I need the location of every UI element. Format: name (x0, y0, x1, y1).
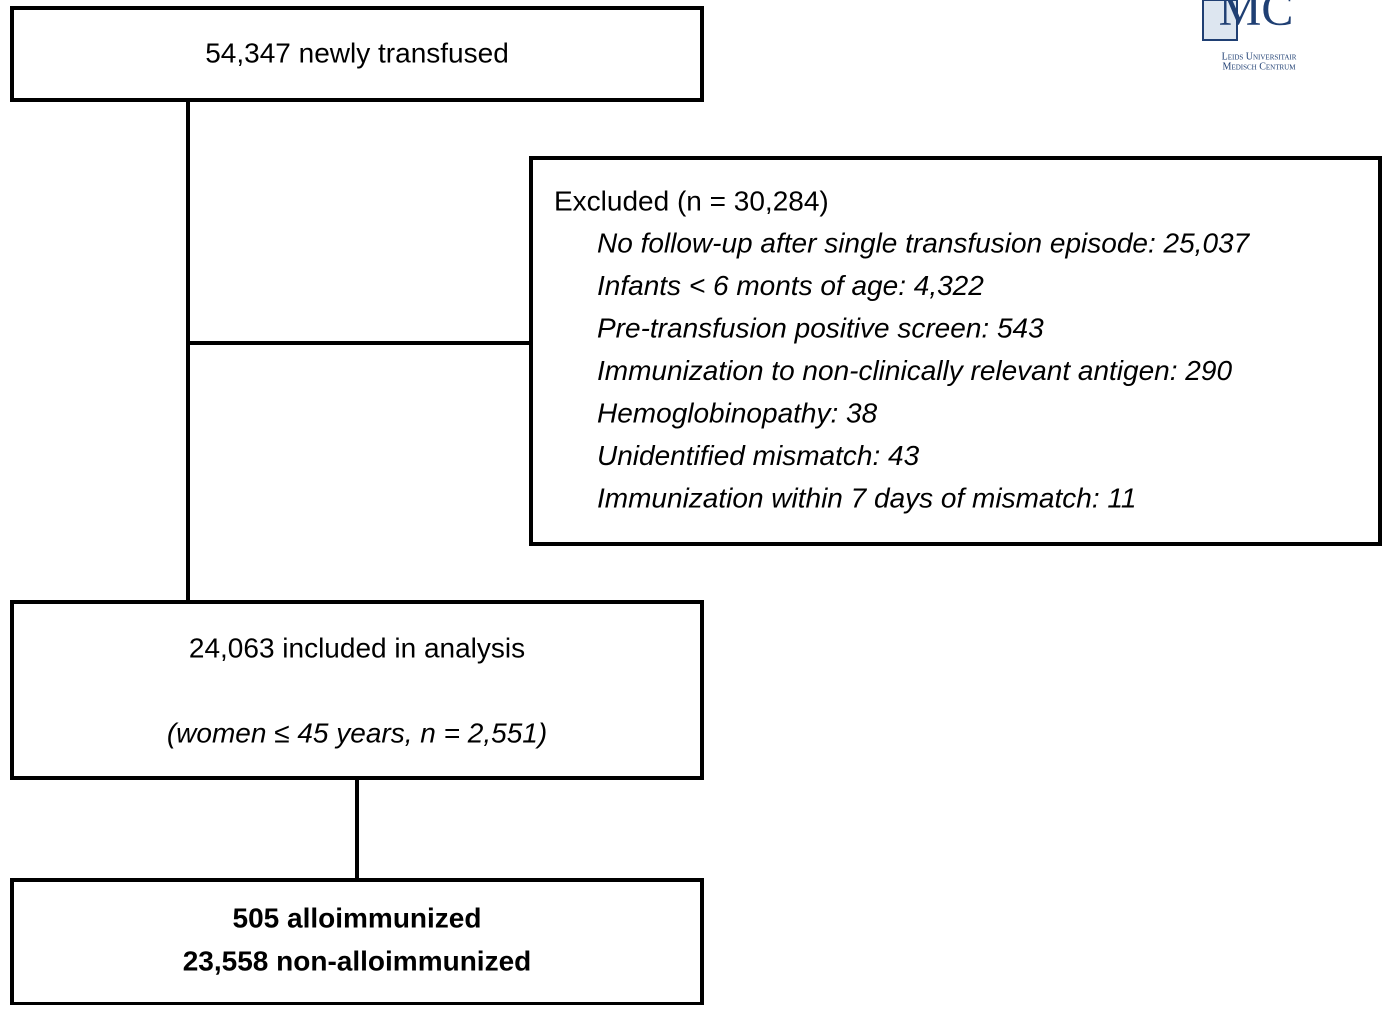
excluded-item: Pre-transfusion positive screen: 543 (597, 312, 1044, 343)
excluded-items: No follow-up after single transfusion ep… (597, 227, 1251, 513)
included-box (10, 600, 704, 780)
outcome-line: 23,558 non-alloimmunized (183, 945, 532, 976)
excluded-item: No follow-up after single transfusion ep… (597, 227, 1251, 258)
logo-mark: MC (1219, 0, 1294, 36)
logo-text: Medisch Centrum (1223, 61, 1297, 72)
included-label: 24,063 included in analysis (189, 632, 525, 663)
excluded-title: Excluded (n = 30,284) (554, 185, 829, 216)
start-box (10, 6, 704, 102)
included-note: (women ≤ 45 years, n = 2,551) (167, 717, 547, 748)
outcome-box (10, 878, 704, 1006)
excluded-box (529, 156, 1382, 546)
excluded-item: Immunization to non-clinically relevant … (597, 355, 1232, 386)
excluded-item: Immunization within 7 days of mismatch: … (597, 482, 1136, 513)
logo-frame (1202, 0, 1238, 41)
logo-text: Leids Universitair (1222, 51, 1297, 62)
excluded-item: Unidentified mismatch: 43 (597, 440, 920, 471)
excluded-item: Hemoglobinopathy: 38 (597, 397, 878, 428)
logo: MC Leids Universitair Medisch Centrum (1202, 0, 1297, 72)
excluded-item: Infants < 6 monts of age: 4,322 (597, 270, 984, 301)
outcome-line: 505 alloimmunized (233, 902, 482, 933)
start-label: 54,347 newly transfused (205, 37, 509, 68)
